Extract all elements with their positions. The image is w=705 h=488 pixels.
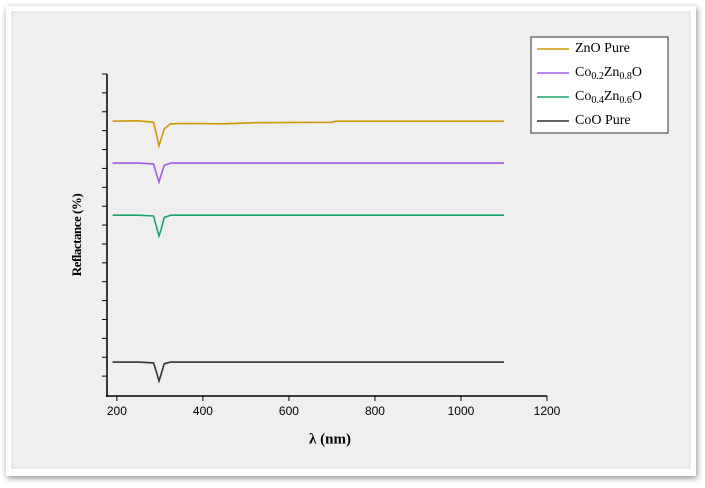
series-line	[112, 361, 504, 384]
legend-label-part: O	[632, 65, 642, 80]
series-line	[112, 214, 504, 239]
legend-label-part: O	[632, 89, 642, 104]
legend-label: Co0.2Zn0.8O	[575, 65, 642, 82]
legend-label-part: Zn	[604, 89, 620, 104]
legend-box	[530, 36, 669, 134]
x-tick-label: 800	[365, 404, 385, 418]
x-tick-label: 200	[107, 404, 127, 418]
x-tick-label: 1000	[448, 404, 475, 418]
series-line	[112, 119, 504, 149]
legend-label: Co0.4Zn0.6O	[575, 89, 642, 106]
y-axis-label: Reflactance (%)	[69, 194, 84, 277]
legend-label-part: 0.8	[619, 71, 632, 82]
legend-label-part: Co	[575, 65, 591, 80]
x-axis-label: λ (nm)	[309, 431, 351, 447]
legend-label-part: 0.4	[591, 95, 604, 106]
legend-label: ZnO Pure	[575, 41, 630, 56]
legend-label: CoO Pure	[575, 113, 631, 128]
legend-label-part: 0.6	[619, 95, 632, 106]
x-tick-label: 600	[279, 404, 299, 418]
series-line	[112, 162, 504, 185]
legend-label-part: Co	[575, 89, 591, 104]
x-tick-label: 400	[193, 404, 213, 418]
legend-label-part: 0.2	[591, 71, 604, 82]
legend-label-part: Zn	[604, 65, 620, 80]
x-tick-label: 1200	[534, 404, 561, 418]
